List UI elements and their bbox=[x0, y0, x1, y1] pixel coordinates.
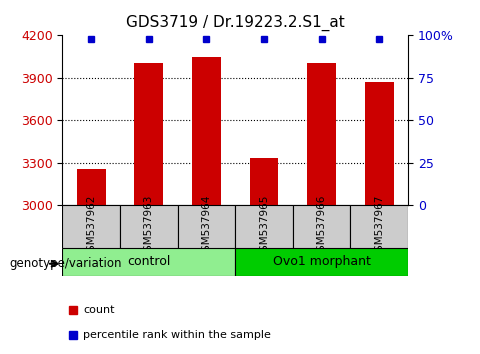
Bar bbox=[62, 205, 120, 248]
Bar bbox=[77, 169, 106, 205]
Text: GSM537967: GSM537967 bbox=[374, 195, 384, 258]
Bar bbox=[250, 158, 278, 205]
Text: control: control bbox=[127, 256, 170, 268]
Bar bbox=[120, 205, 178, 248]
Title: GDS3719 / Dr.19223.2.S1_at: GDS3719 / Dr.19223.2.S1_at bbox=[126, 15, 345, 31]
Text: percentile rank within the sample: percentile rank within the sample bbox=[83, 330, 271, 339]
Text: Ovo1 morphant: Ovo1 morphant bbox=[273, 256, 371, 268]
Bar bbox=[235, 248, 408, 276]
Bar bbox=[293, 205, 350, 248]
Bar bbox=[235, 205, 293, 248]
Text: GSM537966: GSM537966 bbox=[317, 195, 326, 258]
Bar bbox=[62, 248, 235, 276]
Bar bbox=[365, 82, 394, 205]
Text: count: count bbox=[83, 305, 115, 315]
Text: genotype/variation: genotype/variation bbox=[10, 257, 122, 270]
Bar bbox=[307, 63, 336, 205]
Bar bbox=[134, 63, 163, 205]
Text: GSM537963: GSM537963 bbox=[144, 195, 154, 258]
Text: GSM537965: GSM537965 bbox=[259, 195, 269, 258]
Bar bbox=[350, 205, 408, 248]
Text: GSM537962: GSM537962 bbox=[86, 195, 96, 258]
Bar bbox=[178, 205, 235, 248]
Text: GSM537964: GSM537964 bbox=[202, 195, 211, 258]
Bar bbox=[192, 57, 221, 205]
